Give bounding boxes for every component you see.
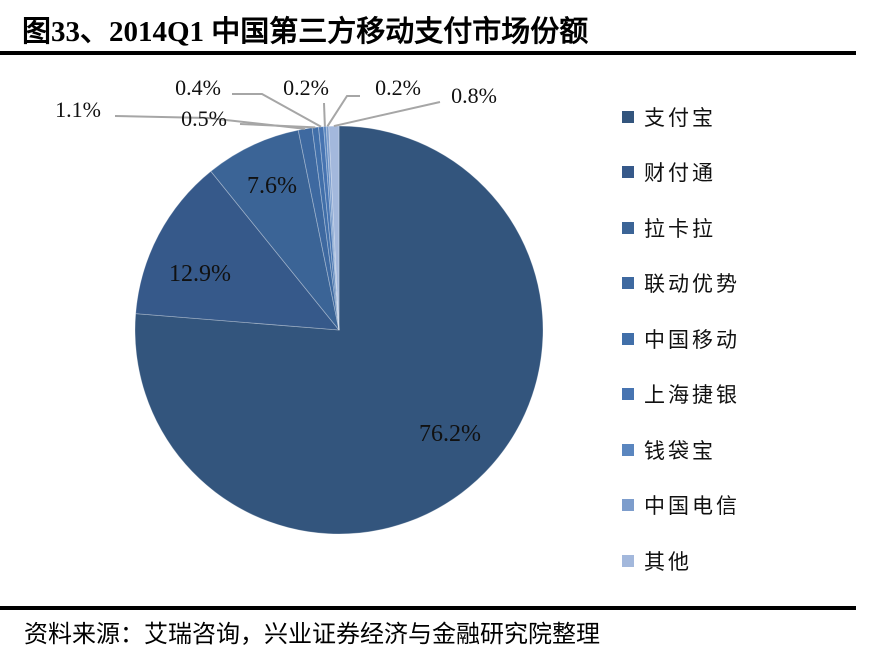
data-label: 76.2% — [419, 421, 481, 447]
data-label: 12.9% — [169, 261, 231, 287]
legend-item-lakala: 拉卡拉 — [622, 200, 740, 256]
top-divider — [0, 51, 856, 55]
legend-swatch — [622, 554, 634, 567]
legend-label: 联动优势 — [644, 272, 740, 297]
legend: 支付宝 财付通 拉卡拉 联动优势 中国移动 上海捷银 钱袋宝 中国电信 其他 — [622, 89, 740, 589]
legend-swatch — [622, 388, 634, 401]
pie-slice — [328, 125, 340, 331]
pie-slice — [134, 125, 544, 535]
data-labels: 76.2% 12.9% 7.6% 1.1% 0.5% 0.4% 0.2% 0.2% 0.8% — [55, 75, 497, 447]
legend-swatch — [622, 221, 634, 234]
legend-label: 中国电信 — [644, 494, 740, 519]
legend-label: 中国移动 — [644, 327, 740, 352]
data-label: 7.6% — [247, 173, 297, 199]
legend-label: 财付通 — [644, 161, 716, 186]
legend-label: 其他 — [644, 549, 692, 574]
pie-slice — [318, 126, 340, 331]
legend-swatch — [622, 443, 634, 456]
legend-swatch — [622, 277, 634, 290]
chart-title: 图33、2014Q1 中国第三方移动支付市场份额 — [22, 16, 589, 48]
legend-item-qiandaibao: 钱袋宝 — [622, 422, 740, 478]
legend-item-others: 其他 — [622, 533, 740, 589]
data-label: 0.5% — [181, 106, 227, 131]
legend-item-umpay: 联动优势 — [622, 256, 740, 312]
legend-item-china-mobile: 中国移动 — [622, 311, 740, 367]
legend-item-china-telecom: 中国电信 — [622, 478, 740, 534]
source-note: 资料来源：艾瑞咨询，兴业证券经济与金融研究院整理 — [24, 620, 600, 648]
pie-slice — [135, 170, 340, 331]
data-label: 0.2% — [283, 75, 329, 100]
legend-item-tenpay: 财付通 — [622, 145, 740, 201]
leader-lines — [114, 93, 441, 130]
legend-swatch — [622, 499, 634, 512]
legend-label: 上海捷银 — [644, 383, 740, 408]
leader-line — [323, 102, 326, 127]
leader-line — [326, 95, 360, 127]
data-label: 0.8% — [451, 83, 497, 108]
legend-label: 拉卡拉 — [644, 216, 716, 241]
pie-slice — [210, 129, 340, 331]
legend-item-shanghai-jieyin: 上海捷银 — [622, 367, 740, 423]
legend-swatch — [622, 166, 634, 179]
legend-item-alipay: 支付宝 — [622, 89, 740, 145]
pie-slices — [134, 125, 544, 535]
data-label: 0.2% — [375, 75, 421, 100]
data-label: 0.4% — [175, 75, 221, 100]
bottom-divider — [0, 606, 856, 610]
data-label: 1.1% — [55, 97, 101, 122]
legend-swatch — [622, 332, 634, 345]
leader-line — [333, 101, 441, 128]
legend-swatch — [622, 110, 634, 123]
leader-line — [232, 93, 322, 128]
leader-line — [239, 123, 316, 129]
legend-label: 支付宝 — [644, 105, 716, 130]
legend-label: 钱袋宝 — [644, 438, 716, 463]
